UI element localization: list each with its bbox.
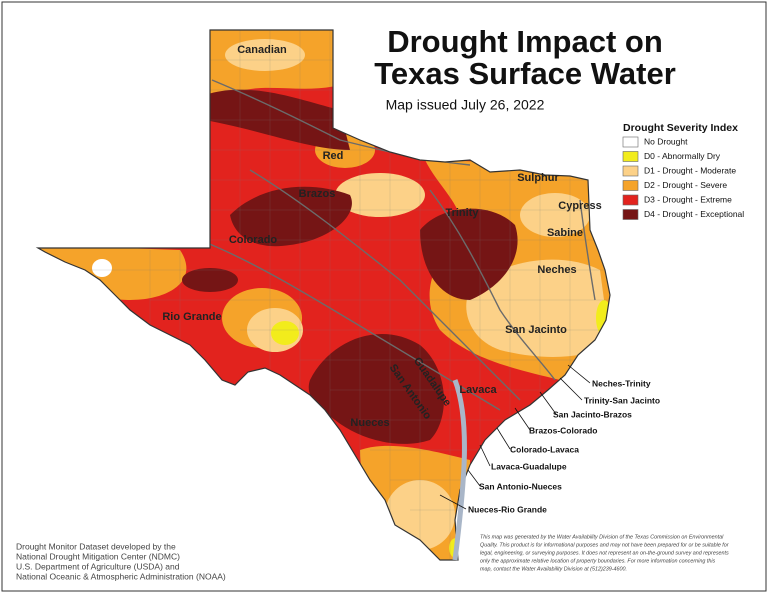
leader-line bbox=[479, 444, 491, 467]
leader-line bbox=[496, 427, 511, 450]
coastal-basin-label: San Antonio-Nueces bbox=[479, 481, 562, 491]
leader-line bbox=[567, 364, 591, 384]
river bbox=[249, 169, 521, 401]
basin-label: Canadian bbox=[237, 44, 287, 56]
coastal-basin-label: Colorado-Lavaca bbox=[510, 444, 579, 454]
coastal-basin-label: Trinity-San Jacinto bbox=[584, 395, 660, 405]
d4-area bbox=[230, 186, 352, 247]
legend-label: D2 - Drought - Severe bbox=[644, 180, 727, 190]
disclaimer-line: only the approximate relative location o… bbox=[480, 558, 716, 564]
coastal-basin-label: Brazos-Colorado bbox=[529, 425, 597, 435]
credit-line: National Drought Mitigation Center (NDMC… bbox=[16, 551, 180, 561]
coastal-basin-label: Neches-Trinity bbox=[592, 378, 651, 388]
d1-area bbox=[520, 193, 590, 237]
leader-line bbox=[559, 377, 583, 401]
basin-label: San Jacinto bbox=[505, 324, 567, 336]
d1-area bbox=[466, 259, 610, 357]
d4-area bbox=[420, 208, 518, 300]
credit-line: National Oceanic & Atmospheric Administr… bbox=[16, 571, 226, 581]
coastal-basin-label: Nueces-Rio Grande bbox=[468, 504, 547, 514]
legend-label: No Drought bbox=[644, 136, 688, 146]
legend-title: Drought Severity Index bbox=[623, 122, 738, 134]
basin-label: Brazos bbox=[299, 188, 336, 200]
basin-label: Sabine bbox=[547, 227, 583, 239]
d4-area bbox=[308, 333, 444, 444]
disclaimer-line: map, contact the Water Availability Divi… bbox=[480, 566, 627, 572]
basin-label: Neches bbox=[537, 264, 576, 276]
river bbox=[429, 189, 556, 381]
d4-area bbox=[182, 268, 238, 292]
disclaimer-line: This map was generated by the Water Avai… bbox=[480, 534, 724, 540]
d1-area bbox=[225, 39, 305, 71]
no-drought-area bbox=[92, 259, 112, 277]
basin-label: Red bbox=[323, 150, 344, 162]
disclaimer: This map was generated by the Water Avai… bbox=[480, 534, 729, 572]
d4-area bbox=[205, 89, 350, 150]
d1-area bbox=[335, 173, 425, 217]
basin-label: Lavaca bbox=[459, 384, 497, 396]
leader-line bbox=[467, 469, 481, 487]
disclaimer-line: Quality. This product is for information… bbox=[480, 542, 729, 548]
legend-label: D0 - Abnormally Dry bbox=[644, 151, 721, 161]
legend: Drought Severity Index No Drought D0 - Ab… bbox=[622, 122, 744, 220]
county-lines bbox=[90, 30, 610, 560]
title: Texas Surface Water bbox=[374, 56, 676, 91]
d0-area bbox=[271, 321, 299, 345]
credits: Drought Monitor Dataset developed by the… bbox=[16, 541, 226, 581]
leader-line bbox=[514, 407, 531, 431]
subtitle: Map issued July 26, 2022 bbox=[386, 97, 545, 113]
legend-label: D4 - Drought - Exceptional bbox=[644, 209, 744, 219]
basin-label: Nueces bbox=[350, 417, 389, 429]
legend-swatch bbox=[622, 180, 639, 191]
basin-label: Rio Grande bbox=[162, 311, 221, 323]
barrier-islands bbox=[452, 379, 467, 561]
legend-label: D1 - Drought - Moderate bbox=[644, 165, 736, 175]
coastal-basin-label: San Jacinto-Brazos bbox=[553, 409, 632, 419]
credit-line: U.S. Department of Agriculture (USDA) an… bbox=[16, 561, 180, 571]
leader-line bbox=[439, 494, 467, 510]
disclaimer-line: legal, engineering, or surveying purpose… bbox=[480, 550, 729, 556]
legend-swatch bbox=[622, 136, 639, 148]
leader-line bbox=[539, 391, 557, 415]
basin-label: Sulphur bbox=[517, 172, 559, 184]
river bbox=[579, 199, 596, 301]
legend-swatch bbox=[622, 209, 639, 220]
basin-label: Cypress bbox=[558, 200, 601, 212]
coastal-basin-label: Lavaca-Guadalupe bbox=[491, 461, 567, 471]
legend-swatch bbox=[622, 165, 639, 177]
basin-label: Colorado bbox=[229, 234, 278, 246]
legend-swatch bbox=[622, 194, 639, 206]
title: Drought Impact on bbox=[387, 24, 663, 59]
basin-label: Trinity bbox=[445, 207, 479, 219]
credit-line: Drought Monitor Dataset developed by the bbox=[16, 541, 176, 551]
legend-label: D3 - Drought - Extreme bbox=[644, 194, 732, 204]
legend-swatch bbox=[622, 151, 639, 162]
